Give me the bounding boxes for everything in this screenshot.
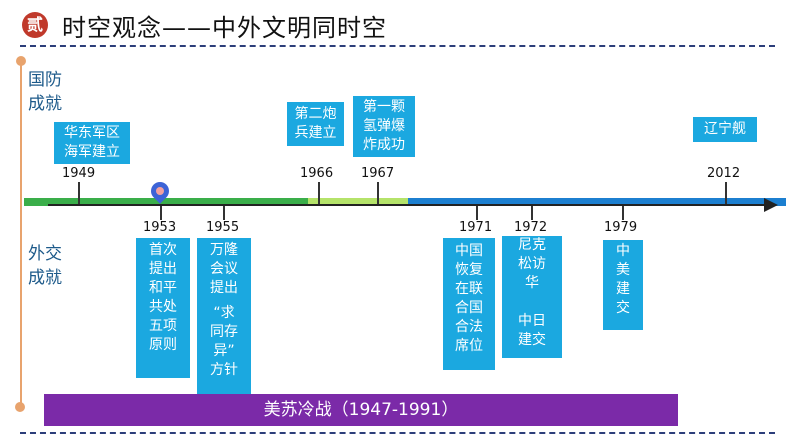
year-label-1971: 1971: [459, 220, 493, 235]
defense-label: 国防 成就: [28, 68, 62, 116]
year-tick-1966: [318, 182, 320, 204]
event-text-line: 原则: [149, 337, 177, 353]
event-text-line: 万隆: [210, 242, 238, 258]
event-text-line: 中日: [518, 313, 546, 329]
timeline-arrow: [764, 198, 778, 212]
event-box-un-seat: 中国 恢复 在联 合国 合法 席位: [443, 238, 495, 370]
event-text-line: 首次: [149, 242, 177, 258]
event-text-line: 会议: [210, 261, 238, 277]
year-label-1966: 1966: [300, 166, 334, 181]
left-vertical-line: [20, 62, 22, 410]
event-text-line: 和平: [149, 280, 177, 296]
event-box-bandung: 万隆 会议 提出 “求 同存 异” 方针: [197, 238, 251, 397]
event-text-line: 合国: [455, 300, 483, 316]
event-text-line: 华东军区: [64, 125, 120, 141]
defense-label-line-2: 成就: [28, 94, 62, 114]
timeline-band-light-green: [308, 198, 408, 206]
year-tick-1967: [377, 182, 379, 204]
event-text-line: 辽宁舰: [704, 121, 746, 137]
event-text-line: 异”: [213, 343, 235, 359]
event-text-line: 同存: [210, 324, 238, 340]
cold-war-bar: 美苏冷战（1947-1991）: [44, 394, 678, 426]
event-box-five-principles: 首次 提出 和平 共处 五项 原则: [136, 238, 190, 378]
event-text-line: 提出: [149, 261, 177, 277]
event-text-line: “求: [213, 305, 235, 321]
header-divider: [20, 45, 775, 47]
footer-divider: [20, 432, 775, 434]
year-tick-1949: [78, 182, 80, 204]
year-tick-1971: [476, 206, 478, 220]
left-line-bottom-dot: [15, 402, 25, 412]
defense-label-line-1: 国防: [28, 70, 62, 90]
event-text-line: 兵建立: [294, 125, 337, 141]
diplomacy-label-line-1: 外交: [28, 244, 62, 264]
event-text-line: 方针: [210, 362, 238, 378]
timeline-band-blue: [408, 198, 786, 206]
event-spacer: [502, 293, 562, 312]
event-text-line: 海军建立: [64, 144, 120, 160]
event-box-navy: 华东军区 海军建立: [54, 122, 130, 164]
location-pin-center: [156, 187, 164, 195]
event-text-line: 氢弹爆: [363, 118, 405, 134]
year-label-1953: 1953: [143, 220, 177, 235]
event-text-line: 第一颗: [363, 99, 405, 115]
event-text-line: 合法: [455, 319, 483, 335]
event-text-line: 华: [525, 275, 539, 291]
timeline-axis: [48, 204, 772, 206]
event-text-line: 提出: [210, 280, 238, 296]
year-label-1955: 1955: [206, 220, 240, 235]
year-tick-1979: [622, 206, 624, 220]
diplomacy-label-line-2: 成就: [28, 268, 62, 288]
event-text-line: 中: [616, 243, 630, 259]
event-text-line: 炸成功: [363, 137, 405, 153]
page-title: 时空观念——中外文明同时空: [62, 14, 387, 42]
event-text-line: 美: [616, 262, 630, 278]
year-label-1949: 1949: [62, 166, 96, 181]
event-box-second-artillery: 第二炮 兵建立: [287, 102, 344, 146]
event-text-line: 共处: [149, 299, 177, 315]
event-text-line: 尼克: [518, 237, 546, 253]
year-label-1967: 1967: [361, 166, 395, 181]
event-box-sino-us: 中 美 建 交: [603, 240, 643, 330]
event-box-nixon-japan: 尼克 松访 华 中日 建交: [502, 236, 562, 358]
event-text-line: 建: [616, 281, 630, 297]
event-text-line: 在联: [455, 281, 483, 297]
year-tick-1953: [160, 206, 162, 220]
event-text-line: 第二炮: [294, 106, 337, 122]
year-label-2012: 2012: [707, 166, 741, 181]
diplomacy-label: 外交 成就: [28, 242, 62, 290]
event-text-line: 席位: [455, 338, 483, 354]
event-text-line: 中国: [455, 243, 483, 259]
event-box-hydrogen-bomb: 第一颗 氢弹爆 炸成功: [353, 96, 415, 157]
section-number-badge: 贰: [22, 12, 48, 38]
event-box-liaoning: 辽宁舰: [693, 117, 757, 142]
year-tick-1972: [531, 206, 533, 220]
event-text-line: 五项: [149, 318, 177, 334]
event-text-line: 松访: [518, 256, 546, 272]
event-text-line: 交: [616, 300, 630, 316]
year-tick-1955: [223, 206, 225, 220]
year-tick-2012: [725, 182, 727, 204]
event-text-line: 恢复: [455, 262, 483, 278]
year-label-1979: 1979: [604, 220, 638, 235]
left-line-top-dot: [16, 56, 26, 66]
year-label-1972: 1972: [514, 220, 548, 235]
event-text-line: 建交: [518, 332, 546, 348]
timeline-band-green: [24, 198, 308, 206]
